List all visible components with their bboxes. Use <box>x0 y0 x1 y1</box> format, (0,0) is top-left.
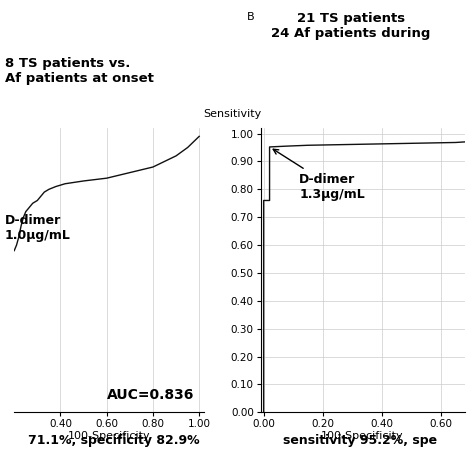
Text: D-dimer
1.0μg/mL: D-dimer 1.0μg/mL <box>5 213 71 242</box>
X-axis label: 100-Specificity: 100-Specificity <box>321 431 404 441</box>
Text: 21 TS patients
24 Af patients during: 21 TS patients 24 Af patients during <box>271 12 430 40</box>
X-axis label: 100-Specificity: 100-Specificity <box>68 431 150 441</box>
Text: 71.1%, specificity 82.9%: 71.1%, specificity 82.9% <box>28 434 200 447</box>
Text: Sensitivity: Sensitivity <box>204 109 262 119</box>
Text: B: B <box>246 12 254 22</box>
Text: 8 TS patients vs.
Af patients at onset: 8 TS patients vs. Af patients at onset <box>5 57 154 85</box>
Text: sensitivity 95.2%, spe: sensitivity 95.2%, spe <box>283 434 438 447</box>
Text: D-dimer
1.3μg/mL: D-dimer 1.3μg/mL <box>273 149 365 201</box>
Text: AUC=0.836: AUC=0.836 <box>107 388 194 402</box>
